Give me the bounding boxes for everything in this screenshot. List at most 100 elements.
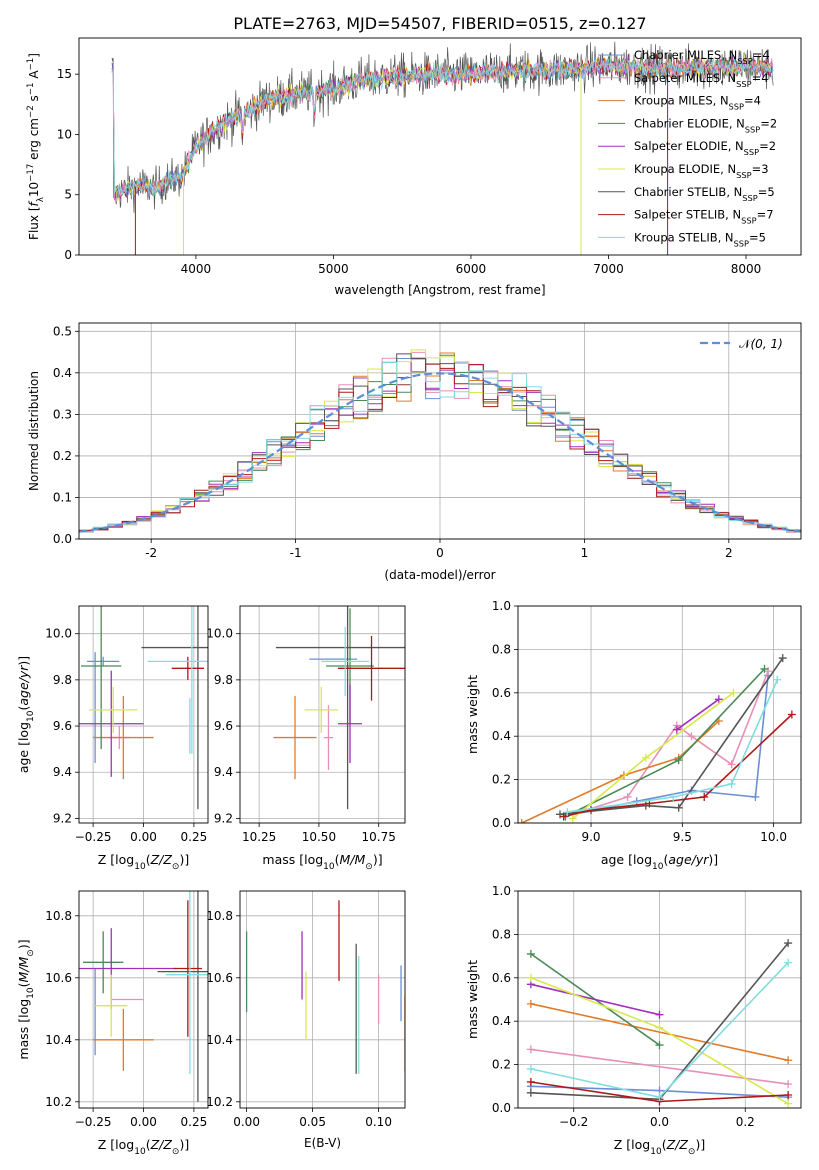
y-tick-label: 9.8 <box>214 673 233 687</box>
legend-label: Chabrier ELODIE, NSSP=2 <box>634 116 777 134</box>
legend-label: 𝒩(0, 1) <box>739 337 783 351</box>
marker-salpeter-stelib <box>559 812 568 821</box>
y-tick-label: 0.8 <box>492 927 511 941</box>
residual-histogram-panel: -2 -1 0 1 2 0.0 0.1 0.2 0.3 0.4 0.5 (data-model)/er… <box>27 322 802 582</box>
y-axis-label: mass [log10(M/M⊙)] <box>16 939 36 1059</box>
marker-salpeter-miles <box>784 1080 793 1089</box>
axes-frame <box>78 890 209 1109</box>
legend-label: Salpeter ELODIE, NSSP=2 <box>634 139 776 157</box>
y-tick-label: 0.6 <box>492 971 511 985</box>
x-axis-label: mass [log10(M/M⊙)] <box>262 852 382 872</box>
marker-salpeter-miles <box>727 760 736 769</box>
x-tick-label: 0.25 <box>181 1115 208 1129</box>
x-tick-label: 0 <box>436 546 444 560</box>
x-axis-label: (data-model)/error <box>384 568 495 582</box>
y-tick-label: 10.2 <box>206 1095 233 1109</box>
y-tick-label: 0.4 <box>492 729 511 743</box>
x-tick-label: 8000 <box>731 262 762 276</box>
y-tick-label: 10.6 <box>45 971 72 985</box>
legend-label: Chabrier MILES, NSSP=4 <box>634 48 770 66</box>
y-tick-label: 15 <box>57 67 72 81</box>
spectrum-chabrier-miles <box>111 54 774 203</box>
y-tick-label: 0.6 <box>492 686 511 700</box>
massweight-vs-age-panel: 9.0 9.5 10.0 0.0 0.2 0.4 0.6 0.8 1.0 mass weight a… <box>465 599 802 872</box>
marker-kroupa-stelib <box>773 675 782 684</box>
figure-title: PLATE=2763, MJD=54507, FIBERID=0515, z=0… <box>233 14 646 33</box>
x-axis-label: Z [log10(Z/Z⊙)] <box>98 852 189 872</box>
spectrum-salpeter-miles <box>111 56 774 204</box>
x-tick-label: 9.5 <box>673 830 692 844</box>
legend-label: Kroupa MILES, NSSP=4 <box>634 94 761 112</box>
x-tick-label: 0.25 <box>181 830 208 844</box>
marker-chabrier-miles <box>751 792 760 801</box>
marker-kroupa-elodie <box>526 973 535 982</box>
x-tick-label: 0.05 <box>299 1115 326 1129</box>
line-chabrier-stelib <box>559 657 784 816</box>
hist-salpeter-stelib <box>79 363 801 534</box>
marker-chabrier-stelib <box>778 654 787 663</box>
normal-curve <box>79 372 801 533</box>
x-tick-label: 0.00 <box>130 830 157 844</box>
marker-kroupa-elodie <box>784 1099 793 1108</box>
y-tick-label: 9.8 <box>53 673 72 687</box>
x-axis-label: age [log10(age/yr)] <box>601 852 718 872</box>
errorbars <box>79 606 208 810</box>
axes-frame <box>78 605 209 824</box>
y-tick-label: 10.4 <box>206 1033 233 1047</box>
histograms <box>79 349 801 534</box>
y-tick-label: 0 <box>64 248 72 262</box>
marker-kroupa-stelib <box>727 779 736 788</box>
marker-kroupa-stelib <box>655 1093 664 1102</box>
x-axis-label: wavelength [Angstrom, rest frame] <box>334 283 545 297</box>
y-tick-label: 9.4 <box>214 765 233 779</box>
y-tick-label: 0.0 <box>492 1101 511 1115</box>
x-axis-label: Z [log10(Z/Z⊙)] <box>98 1137 189 1157</box>
x-tick-label: 10.0 <box>760 830 787 844</box>
series-lines <box>526 939 793 1108</box>
line-kroupa-miles <box>530 1003 789 1062</box>
marker-kroupa-elodie <box>641 753 650 762</box>
y-axis-label: Flux [fλ10−17 erg cm−2 s−1 A−1] <box>26 53 46 240</box>
y-tick-label: 10.4 <box>45 1033 72 1047</box>
y-tick-label: 0.4 <box>492 1014 511 1028</box>
x-tick-label: 7000 <box>593 262 624 276</box>
y-tick-label: 9.6 <box>214 719 233 733</box>
mass-vs-ebv-panel: 0.00 0.05 0.10 10.2 10.4 10.6 10.8 E(B-V) <box>206 890 406 1150</box>
x-tick-label: -1 <box>290 546 302 560</box>
x-tick-label: 0.2 <box>736 1115 755 1129</box>
legend-label: Kroupa ELODIE, NSSP=3 <box>634 162 769 180</box>
marker-salpeter-elodie <box>672 725 681 734</box>
marker-salpeter-stelib <box>787 710 796 719</box>
x-tick-label: −0.25 <box>75 1115 112 1129</box>
legend-label: Salpeter MILES, NSSP=4 <box>634 71 769 89</box>
errorbars <box>245 900 405 1074</box>
marker-salpeter-stelib <box>526 1077 535 1086</box>
marker-chabrier-stelib <box>784 939 793 948</box>
legend: 𝒩(0, 1) <box>700 337 783 351</box>
marker-kroupa-elodie <box>655 1023 664 1032</box>
y-tick-label: 0.2 <box>53 449 72 463</box>
x-tick-label: 1 <box>581 546 589 560</box>
x-tick-label: 10.25 <box>242 830 276 844</box>
y-tick-label: 0.2 <box>492 773 511 787</box>
marker-kroupa-miles <box>526 999 535 1008</box>
legend-label: Chabrier STELIB, NSSP=5 <box>634 185 775 203</box>
age-vs-metallicity-panel: −0.25 0.00 0.25 9.2 9.4 9.6 9.8 10.0 Z [log10(Z/… <box>16 605 209 872</box>
age-vs-mass-panel: 10.25 10.50 10.75 9.2 9.4 9.6 9.8 10.0 mass [log… <box>206 605 406 872</box>
x-tick-label: −0.25 <box>75 830 112 844</box>
line-salpeter-elodie <box>676 698 720 731</box>
y-tick-label: 10.0 <box>206 627 233 641</box>
y-tick-label: 0.8 <box>492 642 511 656</box>
legend-label: Salpeter STELIB, NSSP=7 <box>634 208 774 226</box>
axes-frame <box>239 890 406 1109</box>
errorbars <box>79 891 208 1102</box>
line-salpeter-elodie <box>530 983 660 1016</box>
marker-salpeter-stelib <box>587 805 596 814</box>
axes-frame <box>517 605 802 824</box>
marker-chabrier-elodie <box>655 1041 664 1050</box>
marker-salpeter-miles <box>687 732 696 741</box>
series-lines <box>518 654 796 823</box>
errorbars <box>273 606 405 810</box>
x-tick-label: 6000 <box>456 262 487 276</box>
